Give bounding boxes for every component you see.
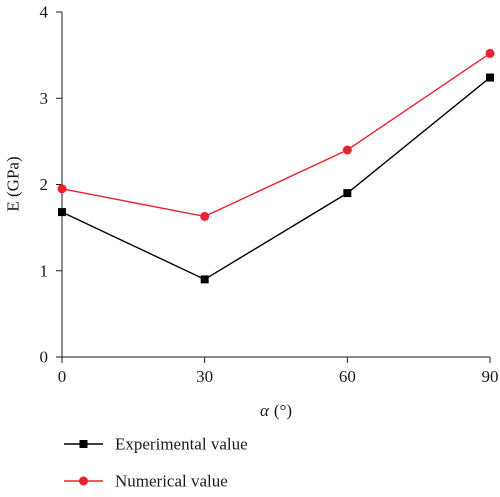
y-tick-label: 0 <box>40 348 49 367</box>
y-axis-title: E (GPa) <box>4 156 23 211</box>
y-tick-label: 1 <box>40 261 49 280</box>
x-axis-unit: (°) <box>274 401 292 420</box>
x-axis-title: α (°) <box>260 401 292 420</box>
legend-label-2: Numerical value <box>115 472 228 491</box>
legend-label-1: Experimental value <box>115 435 248 454</box>
y-ticks: 0 1 2 3 4 <box>40 3 62 367</box>
plot-area <box>57 48 495 284</box>
series-line-1 <box>61 77 491 281</box>
y-tick-label: 4 <box>40 3 49 22</box>
x-axis-symbol: α <box>260 401 270 420</box>
x-tick-label: 0 <box>58 367 67 386</box>
x-tick-label: 90 <box>482 367 499 386</box>
series-line-2 <box>61 52 491 218</box>
x-tick-label: 60 <box>339 367 356 386</box>
legend: Experimental value Numerical value <box>64 435 248 491</box>
series-1-point <box>200 275 209 284</box>
y-tick-label: 3 <box>40 89 49 108</box>
series-2-point <box>485 48 495 58</box>
x-ticks: 0 30 60 90 <box>58 357 499 386</box>
series-1-point <box>58 208 66 217</box>
series-2-point <box>57 184 67 194</box>
series-1-point <box>343 189 352 198</box>
series-2-point <box>342 145 352 155</box>
series-1-point <box>486 73 494 82</box>
legend-marker-1 <box>79 440 88 448</box>
axes <box>61 12 490 358</box>
legend-marker-2 <box>79 476 88 486</box>
series-2-point <box>200 211 210 221</box>
y-tick-label: 2 <box>40 175 49 194</box>
x-tick-label: 30 <box>196 367 213 386</box>
